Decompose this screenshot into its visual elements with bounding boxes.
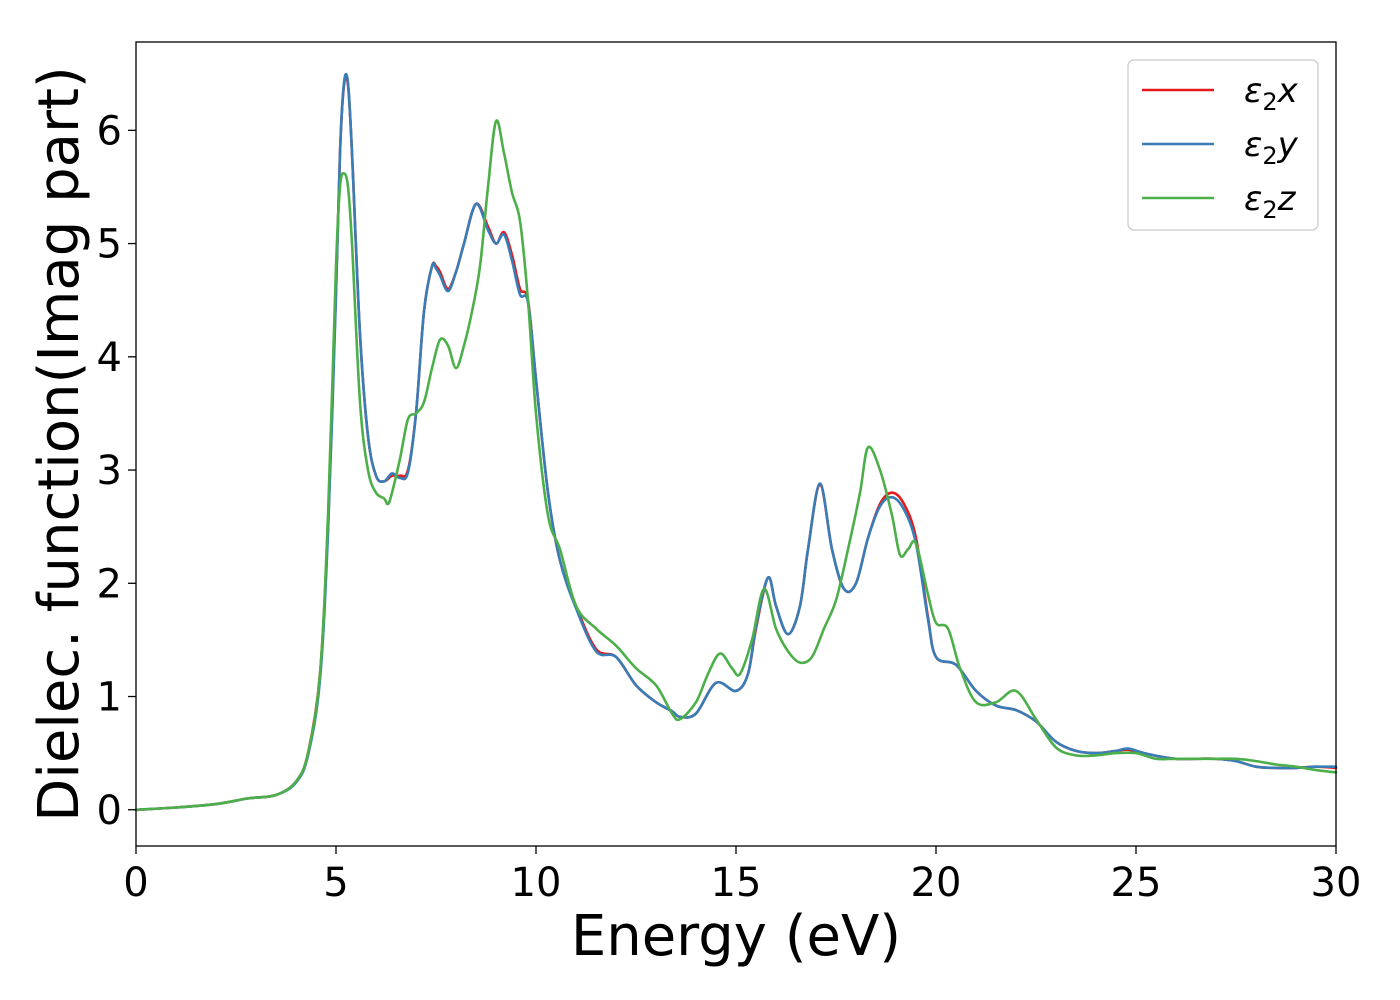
series-line-z — [134, 119, 1338, 812]
x-tick-label: 0 — [123, 860, 148, 906]
y-axis-label: Dielec. function(Imag part) — [27, 66, 92, 822]
legend: ε2x ε2y ε2z — [1127, 59, 1319, 231]
y-tick-label: 1 — [97, 675, 122, 721]
x-tick-label: 25 — [1111, 860, 1162, 906]
x-axis-label: Energy (eV) — [571, 904, 901, 969]
y-tick-label: 5 — [97, 222, 122, 268]
x-tick-label: 15 — [711, 860, 762, 906]
y-tick-label: 4 — [97, 335, 122, 381]
x-tick-label: 30 — [1311, 860, 1362, 906]
y-tick-label: 2 — [97, 561, 122, 607]
plot-lines — [134, 72, 1338, 812]
x-tick-label: 10 — [511, 860, 562, 906]
legend-label-y: ε2y — [1244, 125, 1299, 170]
y-tick-label: 0 — [97, 788, 122, 834]
y-tick-label: 3 — [97, 448, 122, 494]
x-tick-label: 20 — [911, 860, 962, 906]
legend-label-x: ε2x — [1244, 71, 1299, 116]
x-axis-ticks: 0 5 10 15 20 25 30 — [123, 846, 1361, 906]
y-axis-ticks: 0 1 2 3 4 5 6 — [97, 108, 136, 834]
y-tick-label: 6 — [97, 108, 122, 154]
legend-label-z: ε2z — [1244, 179, 1297, 224]
series-line-y — [134, 72, 1338, 812]
legend-box — [1127, 59, 1319, 231]
x-tick-label: 5 — [323, 860, 348, 906]
